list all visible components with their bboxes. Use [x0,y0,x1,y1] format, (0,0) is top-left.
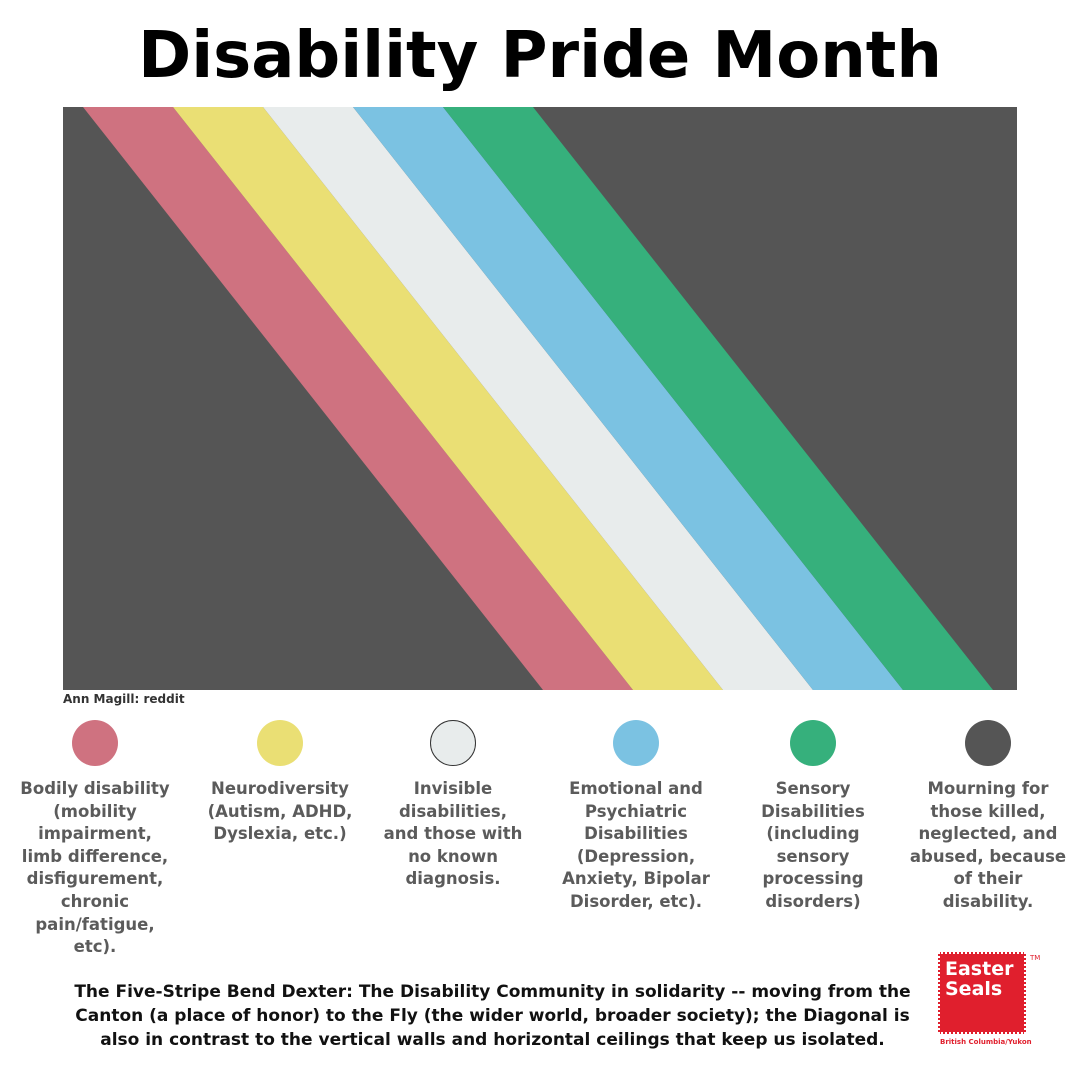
red-swatch [72,720,118,766]
red-stripe [83,107,633,690]
logo-trademark: TM [1030,954,1041,962]
legend-item-neurodiversity: Neurodiversity (Autism, ADHD, Dyslexia, … [190,720,370,846]
white-swatch [430,720,476,766]
legend-label: Invisible disabilities, and those with n… [383,779,523,889]
green-stripe [443,107,993,690]
blue-swatch [613,720,659,766]
legend-label: Mourning for those killed, neglected, an… [909,779,1067,911]
legend-item-bodily: Bodily disability (mobility impairment, … [5,720,185,959]
green-swatch [790,720,836,766]
easter-seals-logo: Easter Seals TM British Columbia/Yukon [938,952,1040,1046]
legend-label: Neurodiversity (Autism, ADHD, Dyslexia, … [207,779,353,844]
legend-item-sensory: Sensory Disabilities (including sensory … [723,720,903,914]
image-credit: Ann Magill: reddit [63,692,185,706]
yellow-swatch [257,720,303,766]
yellow-stripe [173,107,723,690]
grey-swatch [965,720,1011,766]
page-title: Disability Pride Month [138,19,942,93]
disability-pride-flag [63,107,1017,690]
legend-label: Bodily disability (mobility impairment, … [20,779,170,957]
logo-stamp [938,952,1026,1034]
legend-label: Emotional and Psychiatric Disabilities (… [562,779,710,911]
legend-label: Sensory Disabilities (including sensory … [761,779,865,911]
flag-description: The Five-Stripe Bend Dexter: The Disabil… [74,982,911,1050]
legend-item-emotional: Emotional and Psychiatric Disabilities (… [546,720,726,914]
logo-subtext: British Columbia/Yukon [940,1038,1032,1046]
legend-item-invisible: Invisible disabilities, and those with n… [363,720,543,891]
legend-item-mourning: Mourning for those killed, neglected, an… [898,720,1078,914]
white-stripe [263,107,813,690]
blue-stripe [353,107,903,690]
logo-text: Easter Seals [945,958,1014,1000]
